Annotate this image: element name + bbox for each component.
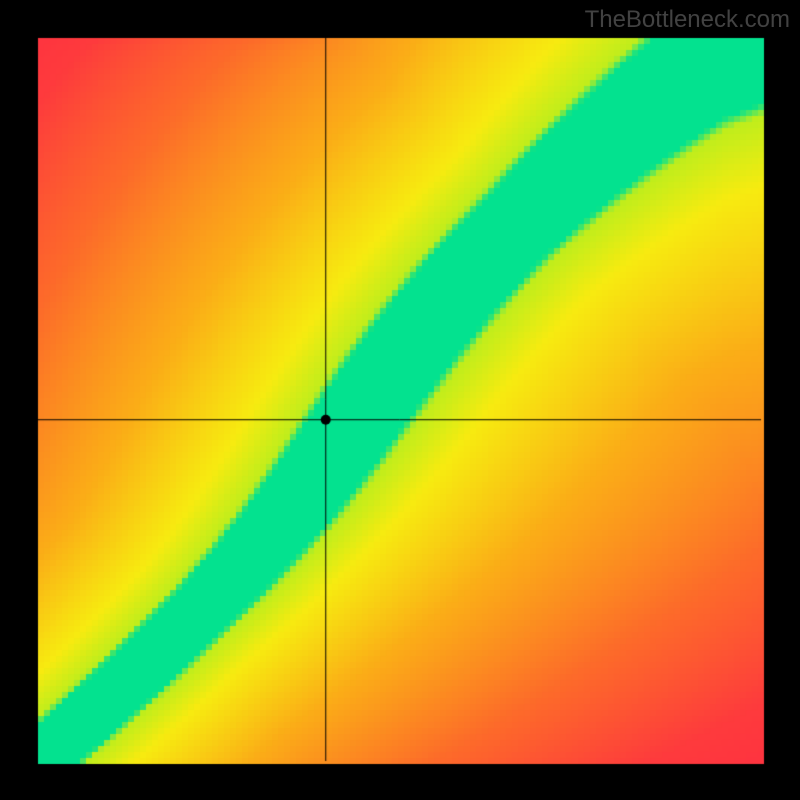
attribution-text: TheBottleneck.com: [585, 6, 790, 34]
bottleneck-heatmap: [0, 0, 800, 800]
chart-container: TheBottleneck.com: [0, 0, 800, 800]
